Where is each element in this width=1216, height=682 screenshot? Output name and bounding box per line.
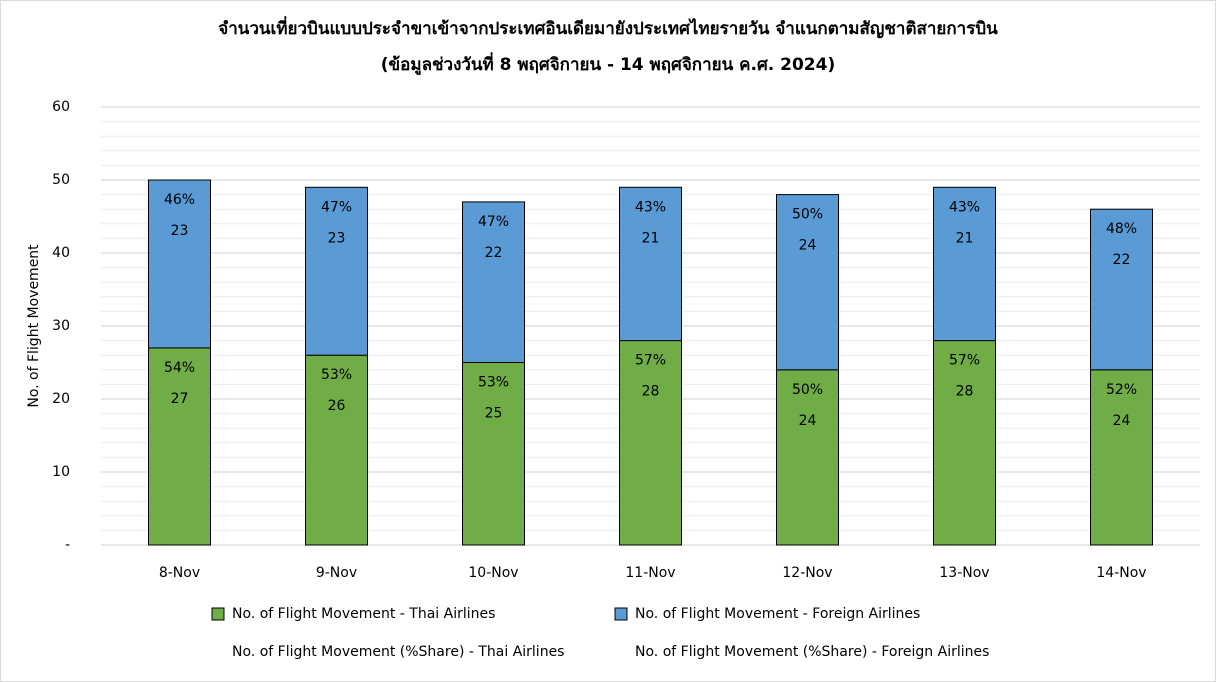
share-label: 48%: [1106, 221, 1137, 237]
share-label: 46%: [164, 192, 195, 208]
share-label: 43%: [949, 199, 980, 215]
value-label: 28: [956, 384, 974, 400]
bar-segment: [148, 179, 211, 349]
y-tick-label: 50: [52, 172, 70, 188]
x-tick-label: 10-Nov: [468, 565, 518, 581]
value-label: 22: [485, 245, 503, 261]
bar-segment: [933, 340, 996, 546]
value-label: 27: [171, 391, 189, 407]
x-tick-label: 8-Nov: [159, 565, 200, 581]
bar-segment: [619, 340, 682, 546]
share-label: 53%: [321, 367, 352, 383]
bar-segment: [933, 186, 996, 342]
y-tick-label: -: [65, 537, 70, 553]
value-label: 24: [799, 413, 817, 429]
share-label: 53%: [478, 375, 509, 391]
y-axis-label: No. of Flight Movement: [26, 244, 42, 408]
y-tick-label: 60: [52, 99, 70, 115]
legend-label: No. of Flight Movement (%Share) - Thai A…: [232, 644, 564, 660]
x-tick-label: 11-Nov: [625, 565, 675, 581]
bar-segment: [305, 186, 368, 356]
value-label: 21: [956, 230, 974, 246]
y-tick-label: 30: [52, 318, 70, 334]
legend-label: No. of Flight Movement (%Share) - Foreig…: [635, 644, 989, 660]
bar-segment: [1090, 208, 1153, 371]
bar-segment: [462, 362, 525, 546]
y-tick-label: 40: [52, 245, 70, 261]
share-label: 52%: [1106, 382, 1137, 398]
share-label: 50%: [792, 207, 823, 223]
value-label: 23: [328, 230, 346, 246]
bar-segment: [462, 201, 525, 363]
value-label: 28: [642, 384, 660, 400]
legend-label: No. of Flight Movement - Thai Airlines: [232, 606, 495, 622]
value-label: 26: [328, 398, 346, 414]
y-tick-label: 10: [52, 464, 70, 480]
value-label: 23: [171, 223, 189, 239]
share-label: 47%: [321, 199, 352, 215]
value-label: 24: [1113, 413, 1131, 429]
value-label: 25: [485, 406, 503, 422]
legend-label: No. of Flight Movement - Foreign Airline…: [635, 606, 920, 622]
bar-segment: [619, 186, 682, 342]
bar-segment: [148, 347, 211, 546]
share-label: 57%: [635, 353, 666, 369]
bar-segment: [305, 354, 368, 546]
share-label: 47%: [478, 214, 509, 230]
share-label: 57%: [949, 353, 980, 369]
legend-swatch: [211, 607, 225, 621]
y-tick-label: 20: [52, 391, 70, 407]
bar-segment: [776, 194, 839, 371]
x-tick-label: 13-Nov: [939, 565, 989, 581]
value-label: 21: [642, 230, 660, 246]
share-label: 50%: [792, 382, 823, 398]
chart-title: จำนวนเที่ยวบินแบบประจำขาเข้าจากประเทศอิน…: [218, 16, 998, 39]
bar-segment: [1090, 369, 1153, 546]
share-label: 54%: [164, 360, 195, 376]
share-label: 43%: [635, 199, 666, 215]
x-tick-label: 14-Nov: [1096, 565, 1146, 581]
value-label: 22: [1113, 252, 1131, 268]
chart-subtitle: (ข้อมูลช่วงวันที่ 8 พฤศจิกายน - 14 พฤศจิ…: [381, 52, 835, 76]
x-tick-label: 12-Nov: [782, 565, 832, 581]
bar-segment: [776, 369, 839, 546]
legend-swatch: [614, 607, 628, 621]
x-tick-label: 9-Nov: [316, 565, 357, 581]
value-label: 24: [799, 238, 817, 254]
